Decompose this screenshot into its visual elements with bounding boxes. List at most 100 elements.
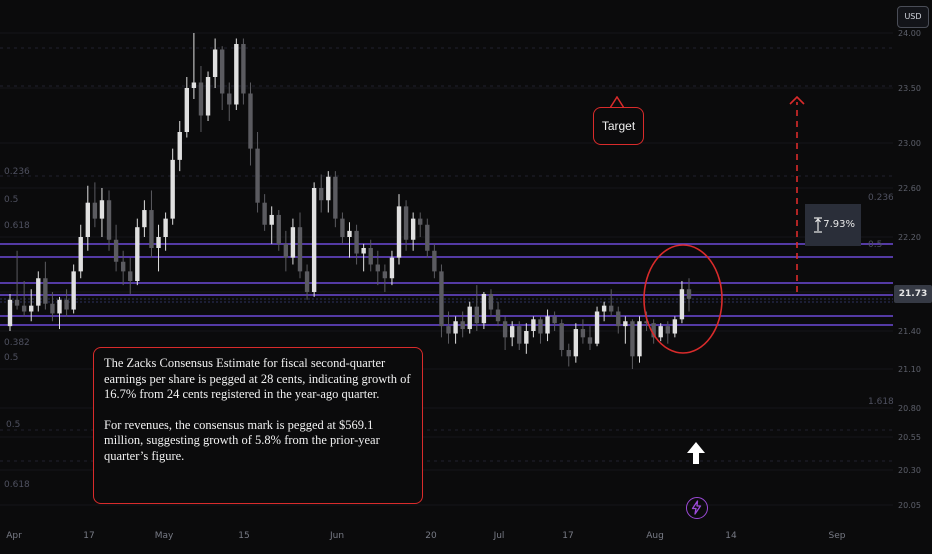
- candle-body: [205, 77, 211, 116]
- candle-body: [573, 329, 579, 357]
- candle-body: [488, 293, 494, 310]
- candle-body: [410, 218, 416, 240]
- candle-body: [212, 49, 218, 77]
- y-tick-label: 22.20: [898, 233, 921, 242]
- candle-body: [481, 293, 487, 324]
- fib-level-label: 1.618: [868, 397, 894, 407]
- candle-body: [71, 271, 76, 310]
- candle-body: [156, 237, 161, 248]
- candle-body: [85, 202, 90, 237]
- x-tick-label: May: [155, 531, 174, 541]
- x-tick-label: Jun: [329, 531, 344, 541]
- candle-body: [43, 278, 48, 304]
- candle-body: [425, 224, 430, 251]
- candle-body: [57, 299, 62, 314]
- y-tick-label: 20.55: [898, 433, 921, 442]
- candle-body: [616, 311, 621, 327]
- y-tick-label: 24.00: [898, 29, 921, 38]
- x-tick-label: 15: [238, 531, 249, 541]
- candle-body: [241, 44, 246, 94]
- candle-body: [637, 321, 642, 357]
- candle-body: [601, 305, 607, 312]
- candle-body: [14, 299, 20, 306]
- candle-body: [149, 210, 154, 248]
- candle-body: [679, 289, 685, 320]
- last-price-tag: 21.73: [894, 285, 932, 303]
- fib-level-label: 0.618: [4, 221, 30, 231]
- y-tick-label: 21.10: [898, 365, 921, 374]
- candle-body: [502, 321, 508, 338]
- candle-body: [120, 261, 126, 272]
- candle-body: [255, 148, 260, 203]
- fib-level-label: 0.5: [4, 195, 18, 205]
- candle-body: [21, 305, 27, 312]
- candle-body: [644, 321, 649, 324]
- target-change-label[interactable]: 7.93%: [805, 204, 861, 246]
- x-tick-label: Aug: [646, 531, 664, 541]
- candle-body: [403, 206, 409, 240]
- candle-body: [559, 323, 564, 350]
- fib-level-label: 0.236: [868, 193, 894, 203]
- candle-body: [177, 132, 182, 160]
- fib-level-label: 0.5: [4, 353, 18, 363]
- candle-body: [99, 200, 105, 219]
- candle-body: [198, 82, 204, 116]
- y-tick-label: 22.60: [898, 184, 921, 193]
- candle-body: [347, 230, 352, 237]
- fib-level-label: 0.618: [4, 480, 30, 490]
- candle-body: [439, 271, 444, 327]
- candle-body: [354, 230, 359, 254]
- candle-body: [432, 250, 437, 272]
- fib-level-label: 0.236: [4, 167, 30, 177]
- y-tick-label: 23.00: [898, 139, 921, 148]
- candle-body: [29, 305, 34, 312]
- candle-body: [36, 278, 41, 306]
- candle-body: [594, 311, 600, 344]
- candle-body: [163, 218, 168, 237]
- range-measure-icon: [814, 217, 822, 233]
- x-tick-label: Apr: [6, 531, 22, 541]
- target-arrow-head: [789, 95, 805, 105]
- candle-body: [276, 214, 281, 244]
- candle-body: [474, 306, 480, 324]
- candle-body: [375, 264, 380, 272]
- candle-body: [368, 248, 373, 265]
- candle-body: [297, 227, 303, 272]
- lightning-bolt-icon[interactable]: [686, 497, 708, 519]
- fib-level-label: 0.5: [6, 420, 20, 430]
- candle-body: [509, 326, 515, 338]
- candle-body: [142, 210, 147, 228]
- candle-body: [630, 321, 635, 357]
- candle-body: [609, 305, 614, 312]
- candle-body: [651, 323, 656, 338]
- candle-body: [113, 239, 119, 262]
- candle-body: [446, 326, 451, 334]
- y-tick-label: 21.40: [898, 327, 921, 336]
- candle-body: [184, 88, 190, 132]
- candle-body: [672, 319, 678, 334]
- candle-body: [686, 289, 692, 299]
- candle-body: [311, 188, 317, 292]
- y-tick-label: 23.50: [898, 84, 921, 93]
- candle-body: [495, 309, 501, 322]
- earnings-info-callout: The Zacks Consensus Estimate for fiscal …: [93, 347, 423, 504]
- target-callout[interactable]: Target: [593, 107, 644, 145]
- candle-body: [361, 248, 366, 254]
- x-tick-label: 14: [725, 531, 737, 541]
- candle-body: [7, 299, 13, 327]
- candle-body: [467, 306, 472, 330]
- target-callout-notch: [610, 96, 624, 108]
- candle-body: [396, 206, 402, 258]
- x-tick-label: 20: [425, 531, 437, 541]
- currency-button[interactable]: USD: [897, 6, 929, 28]
- info-paragraph-2: For revenues, the consensus mark is pegg…: [104, 417, 380, 463]
- x-tick-label: Jul: [493, 531, 505, 541]
- candle-body: [389, 257, 395, 279]
- candle-body: [524, 331, 529, 344]
- candle-body: [290, 227, 296, 258]
- candle-body: [304, 271, 310, 292]
- candle-body: [92, 202, 98, 219]
- candle-body: [283, 243, 289, 258]
- price-axis[interactable]: 24.0023.5023.0022.6022.2021.8021.4021.10…: [893, 0, 932, 550]
